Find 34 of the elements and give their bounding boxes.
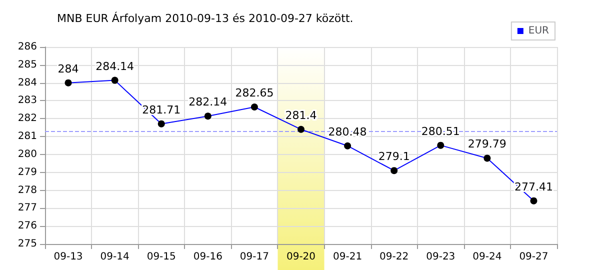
data-label: 279.79 [468, 138, 506, 151]
y-tick-label: 286 [18, 42, 37, 52]
y-tick-label: 276 [18, 220, 37, 232]
x-tick-label: 09-21 [333, 252, 362, 262]
y-tick-label: 282 [18, 113, 37, 124]
data-label: 282.14 [188, 96, 228, 109]
x-tick-label: 09-20 [286, 252, 316, 262]
data-label: 280.51 [421, 124, 460, 138]
y-tick-label: 278 [18, 184, 37, 196]
y-tick-label: 279 [18, 166, 37, 178]
x-tick-label: 09-22 [380, 252, 409, 262]
x-tick-label: 09-24 [472, 252, 502, 262]
x-tick-label: 09-23 [426, 252, 456, 262]
chart-title: MNB EUR Árfolyam 2010-09-13 és 2010-09-27 között. [57, 11, 354, 25]
x-tick-label: 09-16 [193, 252, 222, 262]
data-label: 279.1 [378, 150, 410, 164]
data-label: 284 [58, 62, 79, 76]
y-tick-label: 275 [18, 238, 37, 250]
y-tick-label: 277 [18, 202, 37, 214]
x-tick-label: 09-27 [519, 252, 548, 262]
data-label: 282.65 [235, 86, 274, 100]
legend-label: EUR [528, 26, 550, 36]
y-tick-label: 280 [18, 148, 37, 160]
y-tick-label: 281 [18, 131, 37, 142]
y-tick-label: 285 [18, 59, 37, 70]
x-tick-label: 09-17 [240, 252, 269, 262]
data-label: 284.14 [96, 60, 134, 73]
x-tick-label: 09-13 [54, 252, 83, 262]
x-tick-label: 09-14 [100, 252, 130, 262]
y-tick-label: 284 [18, 77, 37, 88]
data-label: 280.48 [328, 125, 367, 138]
data-label: 281.4 [285, 108, 317, 122]
x-tick-label: 09-15 [146, 252, 176, 262]
y-tick-label: 283 [18, 95, 37, 106]
